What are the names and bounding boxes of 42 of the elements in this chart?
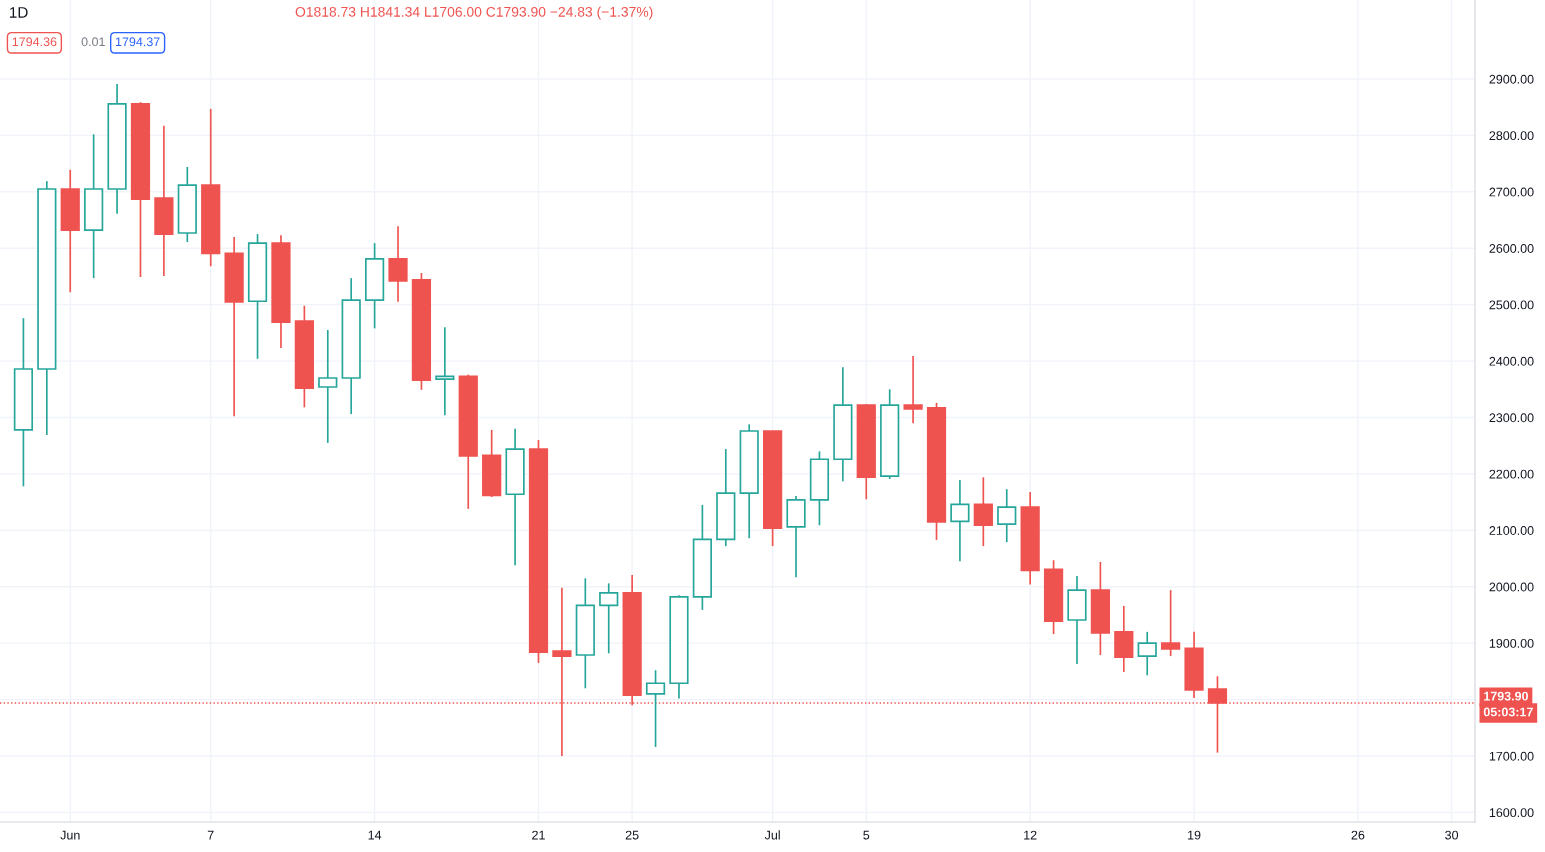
- x-tick-label: 12: [1024, 830, 1037, 840]
- y-tick-label: 1700.00: [1489, 751, 1534, 761]
- y-tick-label: 1900.00: [1489, 638, 1534, 648]
- x-tick-label: 30: [1445, 830, 1459, 840]
- candlestick: [388, 225, 408, 303]
- candlestick: [1137, 631, 1157, 677]
- candlestick: [599, 582, 619, 655]
- y-tick-label: 2900.00: [1489, 74, 1534, 84]
- text: 05:03:17: [1483, 707, 1533, 717]
- annotation: O1818.73 H1841.34 L1706.00 C1793.90 −24.83 (−1.37%): [295, 6, 653, 20]
- candlestick: [997, 488, 1017, 544]
- y-tick-label: 2400.00: [1489, 356, 1534, 366]
- annotation: 0.01: [81, 37, 105, 47]
- y-tick-label: 2500.00: [1489, 300, 1534, 310]
- candlestick: [1161, 589, 1181, 657]
- x-tick-label: 25: [625, 830, 639, 840]
- y-tick-label: 1600.00: [1489, 808, 1534, 818]
- y-tick-label: 2800.00: [1489, 131, 1534, 141]
- candlestick: [903, 355, 923, 424]
- y-tick-label: 2300.00: [1489, 413, 1534, 423]
- x-tick-label: Jun: [60, 830, 80, 840]
- annotation: 1794.36: [12, 37, 57, 47]
- y-tick-label: 2700.00: [1489, 187, 1534, 197]
- chart-title: 1D: [10, 7, 28, 18]
- x-tick-label: 5: [863, 830, 870, 840]
- candlestick: [645, 669, 666, 748]
- y-tick-label: 2100.00: [1489, 526, 1534, 535]
- x-tick-label: 19: [1188, 830, 1201, 840]
- annotation: 1794.37: [116, 37, 160, 47]
- y-tick-label: 2600.00: [1489, 244, 1534, 253]
- ref-line-label: 1793.90: [1484, 691, 1529, 701]
- candlestick: [435, 326, 455, 417]
- x-tick-label: 14: [368, 830, 382, 840]
- x-tick-label: 26: [1351, 830, 1365, 840]
- candlestick: [950, 479, 970, 563]
- candlestick: [318, 329, 338, 444]
- x-tick-label: Jul: [764, 830, 780, 840]
- x-tick-label: 21: [532, 830, 545, 840]
- y-tick-label: 2200.00: [1489, 469, 1534, 479]
- x-tick-label: 7: [207, 830, 214, 840]
- y-tick-label: 2000.00: [1489, 582, 1534, 592]
- candlestick: [973, 476, 993, 547]
